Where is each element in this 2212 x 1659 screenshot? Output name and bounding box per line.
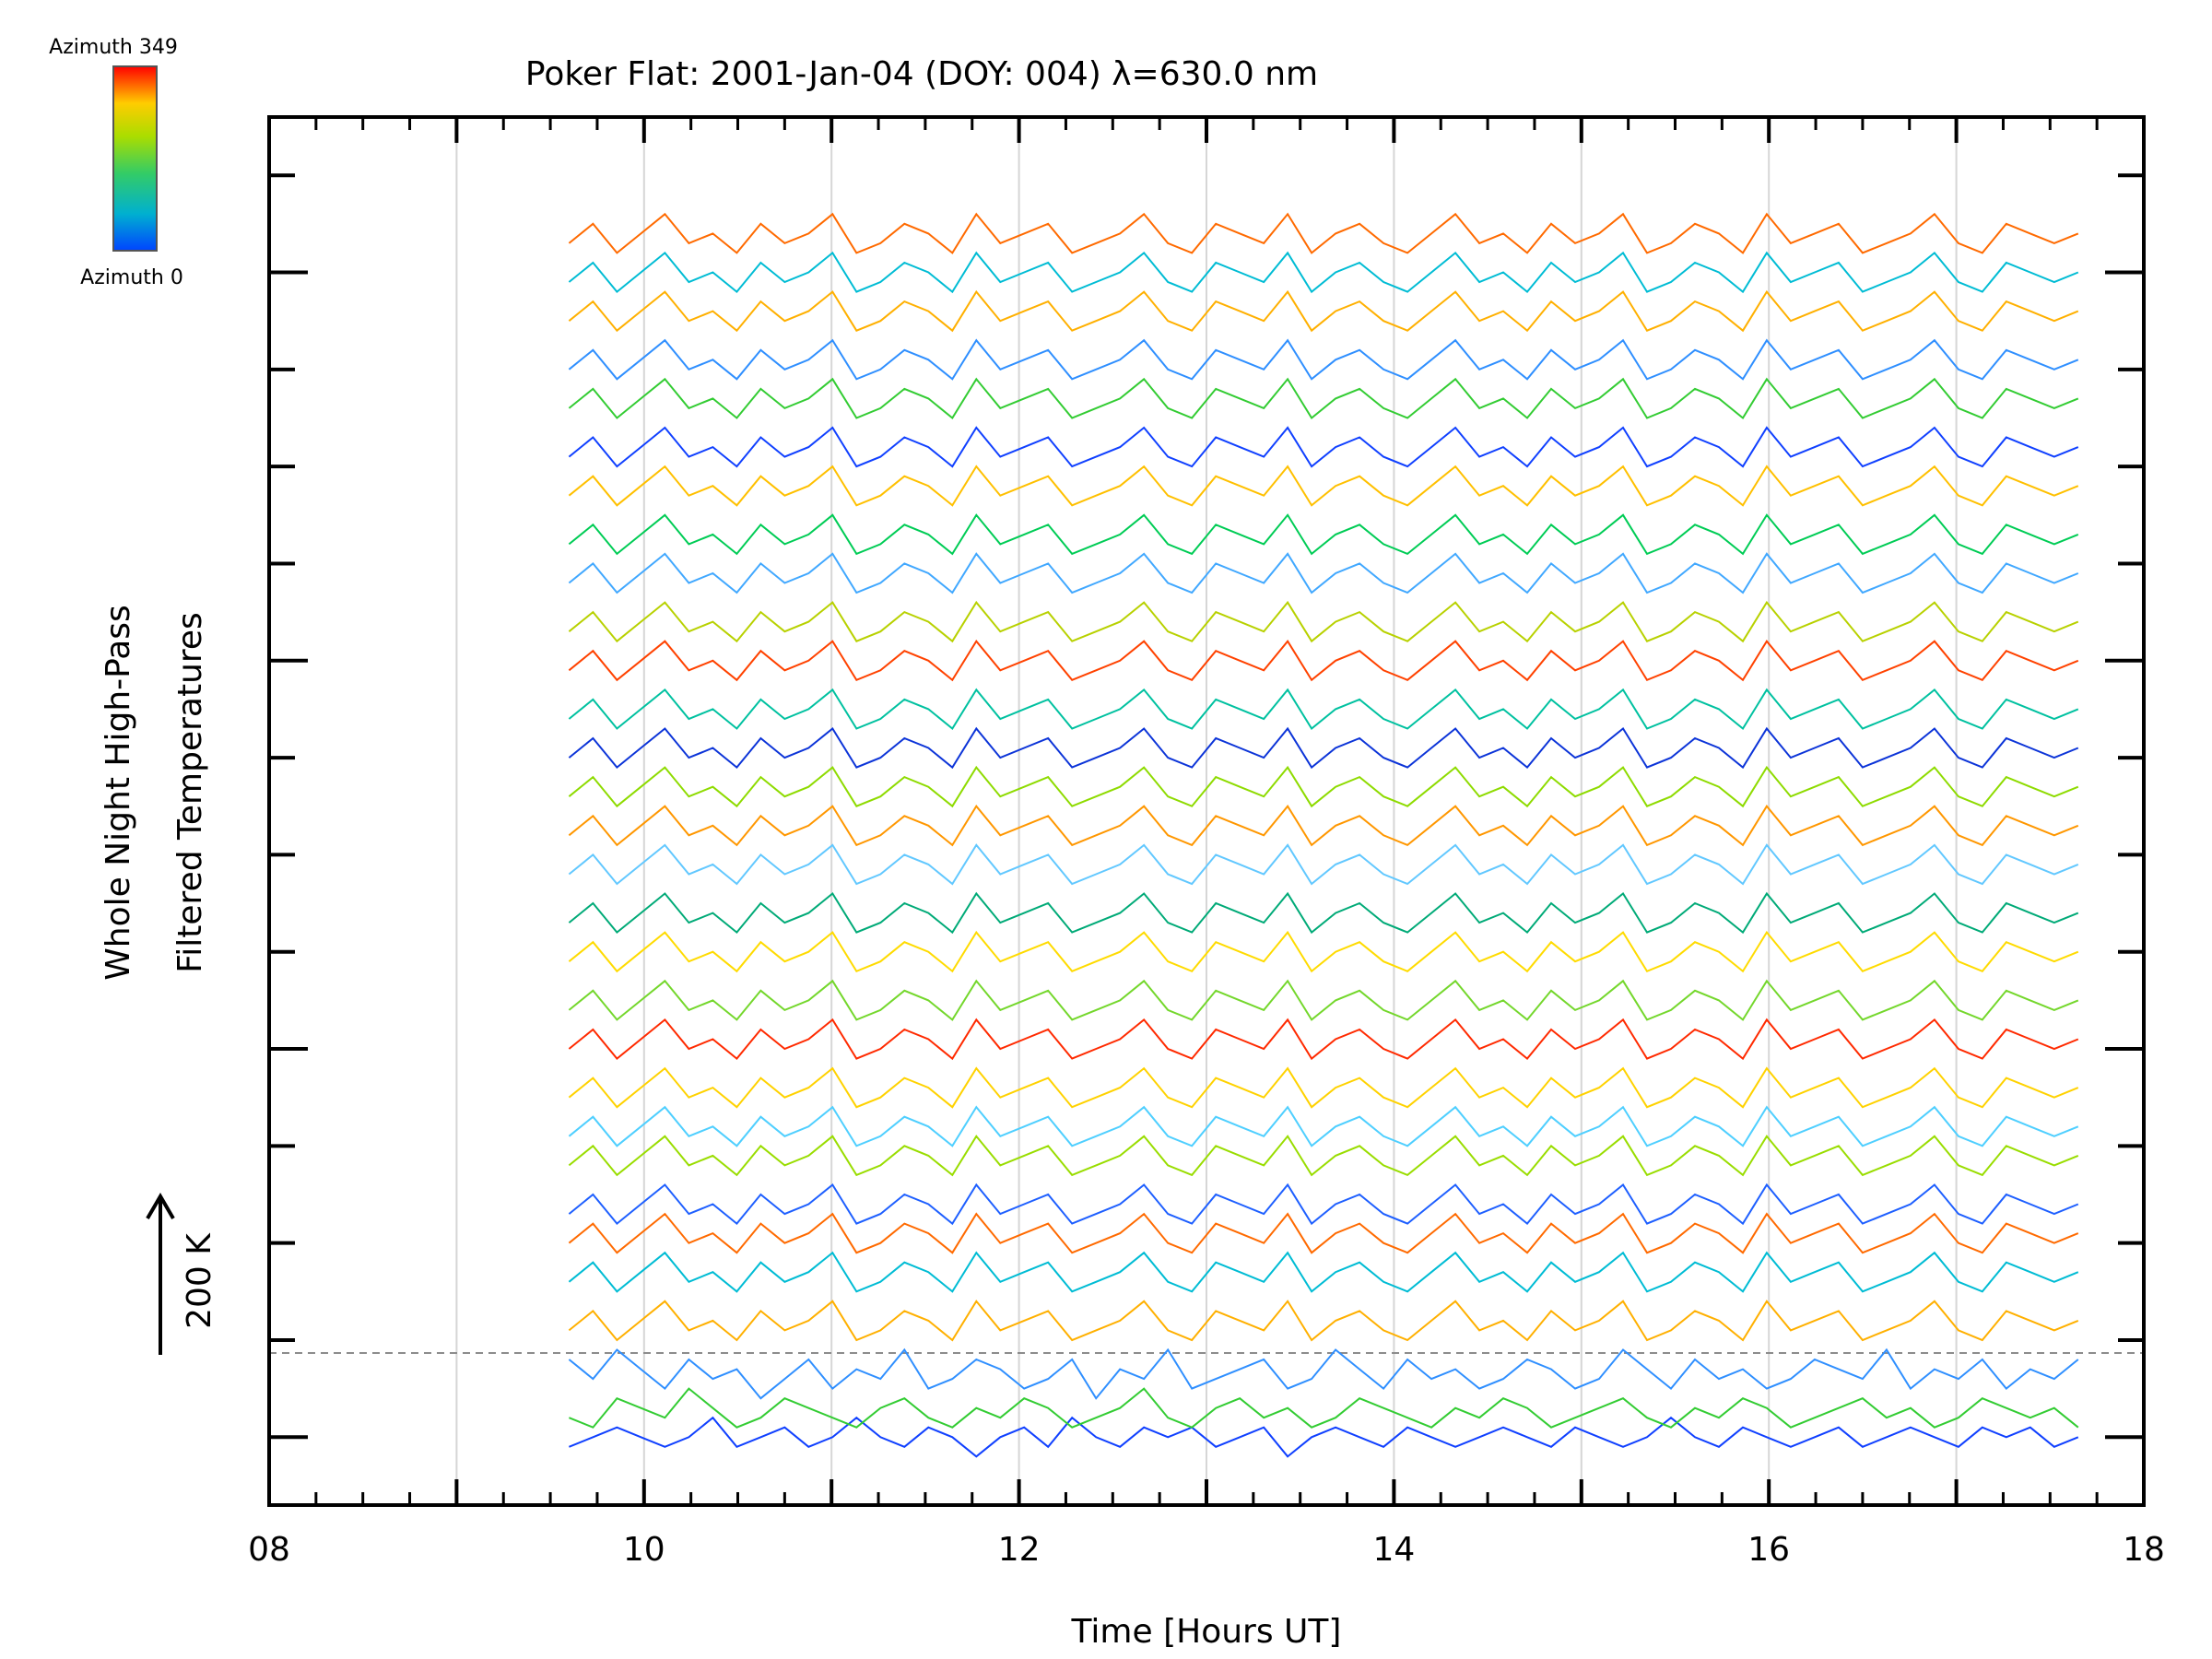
y-axis-ticks [269, 173, 2144, 1440]
series-line [568, 688, 2079, 730]
series-line [568, 600, 2079, 643]
series-group [568, 212, 2079, 1458]
series-line [568, 1066, 2079, 1109]
series-line [568, 338, 2079, 381]
series-line [568, 843, 2079, 886]
y-axis-label-group: Whole Night High-Pass Filtered Temperatu… [100, 605, 209, 981]
colorbar-bottom-label: Azimuth 0 [80, 266, 183, 289]
series-line [568, 1212, 2079, 1254]
colorbar-gradient [112, 65, 158, 252]
series-line [568, 726, 2079, 770]
series-line [568, 377, 2079, 419]
x-tick-label: 12 [998, 1531, 1041, 1569]
series-line [568, 891, 2079, 935]
series-line [568, 552, 2079, 594]
scale-indicator: 200 K [146, 1193, 218, 1355]
series-line [568, 1018, 2079, 1061]
colorbar-top-label: Azimuth 349 [49, 36, 178, 59]
x-tick-label: 16 [1747, 1531, 1790, 1569]
y-axis-label-line1: Whole Night High-Pass [100, 605, 137, 981]
scale-label: 200 K [181, 1232, 218, 1329]
chart-title: Poker Flat: 2001-Jan-04 (DOY: 004) λ=630… [525, 55, 1318, 93]
series-line [568, 289, 2079, 333]
series-line [568, 426, 2079, 468]
series-line [569, 1387, 2079, 1429]
series-line [568, 1300, 2079, 1342]
scale-arrow-head [146, 1193, 175, 1220]
series-line [568, 639, 2079, 682]
series-line [568, 930, 2079, 973]
series-line [568, 251, 2079, 294]
x-tick-label: 14 [1372, 1531, 1415, 1569]
series-line [568, 465, 2079, 507]
x-tick-label: 18 [2123, 1531, 2165, 1569]
x-axis: 08 10 12 14 16 18 [248, 117, 2165, 1569]
series-line [568, 765, 2079, 808]
y-axis-label-line2: Filtered Temperatures [171, 612, 209, 973]
series-line [568, 1347, 2079, 1400]
x-tick-label: 10 [623, 1531, 665, 1569]
series-line [568, 212, 2079, 254]
series-line [568, 513, 2079, 556]
series-line [568, 1251, 2079, 1293]
series-line [568, 1135, 2079, 1177]
x-tick-label: 08 [248, 1531, 290, 1569]
series-line [569, 1416, 2079, 1458]
colorbar: Azimuth 349 Azimuth 0 [49, 36, 183, 289]
plot-grid [455, 117, 1958, 1505]
series-line [568, 1105, 2079, 1147]
series-line [568, 1182, 2079, 1226]
series-line [568, 804, 2079, 847]
x-axis-label: Time [Hours UT] [1071, 1613, 1342, 1651]
series-line [568, 979, 2079, 1021]
